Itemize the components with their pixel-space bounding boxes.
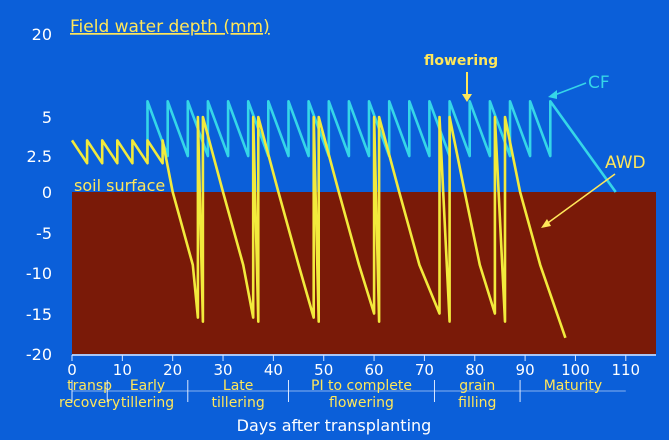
y-tick-label: 20 <box>32 25 52 44</box>
y-tick-label: -5 <box>36 224 52 243</box>
stage-label-line1: transp <box>67 378 112 394</box>
series-line-awd <box>70 115 567 339</box>
series-group <box>70 100 617 339</box>
stage-label-line1: Maturity <box>544 378 602 394</box>
x-tick-label: 70 <box>415 361 434 379</box>
x-tick-label: 20 <box>163 361 182 379</box>
stage-label-line1: PI to complete <box>311 378 412 394</box>
x-tick-label: 80 <box>465 361 484 379</box>
x-tick-label: 60 <box>365 361 384 379</box>
chart-title: Field water depth (mm) <box>70 17 270 37</box>
y-tick-label: -15 <box>26 305 52 324</box>
cf-arrow <box>551 82 587 97</box>
awd-arrowhead <box>541 219 551 228</box>
stage-label-line1: Late <box>223 378 253 394</box>
stage-label-line2: filling <box>458 395 496 411</box>
x-tick-label: 50 <box>314 361 333 379</box>
y-tick-label: 2.5 <box>27 147 52 166</box>
soil-region <box>72 192 656 354</box>
stage-label-line2: recovery <box>59 395 120 411</box>
x-axis-label: Days after transplanting <box>237 416 432 435</box>
x-tick-label: 100 <box>561 361 590 379</box>
flowering-arrowhead <box>462 94 472 102</box>
soil-surface-label: soil surface <box>74 176 165 195</box>
stage-label-line2: tillering <box>212 395 265 411</box>
cf-arrowhead <box>548 90 557 99</box>
stage-label-line1: Early <box>130 378 165 394</box>
stage-label-line2: tillering <box>121 395 174 411</box>
x-tick-label: 10 <box>113 361 132 379</box>
growth-stage-labels: transprecoveryEarlytilleringLatetillerin… <box>59 378 626 411</box>
flowering-label: flowering <box>424 53 498 69</box>
x-tick-label: 0 <box>67 361 77 379</box>
x-axis-ticks: 0 10 20 30 40 50 60 70 80 90 100 110 <box>67 355 640 379</box>
stage-label-line2: flowering <box>329 395 394 411</box>
awd-arrow <box>544 173 616 226</box>
y-axis-ticks: 20 5 2.5 0 -5 -10 -15 -20 <box>26 25 52 364</box>
x-tick-label: 30 <box>213 361 232 379</box>
y-tick-label: -10 <box>26 264 52 283</box>
awd-label: AWD <box>605 153 646 173</box>
x-tick-label: 40 <box>264 361 283 379</box>
y-tick-label: -20 <box>26 345 52 364</box>
x-tick-label: 90 <box>516 361 535 379</box>
series-line-cf <box>146 100 617 193</box>
stage-label-line1: grain <box>459 378 495 394</box>
cf-label: CF <box>588 73 610 93</box>
x-tick-label: 110 <box>611 361 640 379</box>
y-tick-label: 5 <box>42 108 52 127</box>
y-tick-label: 0 <box>42 183 52 202</box>
